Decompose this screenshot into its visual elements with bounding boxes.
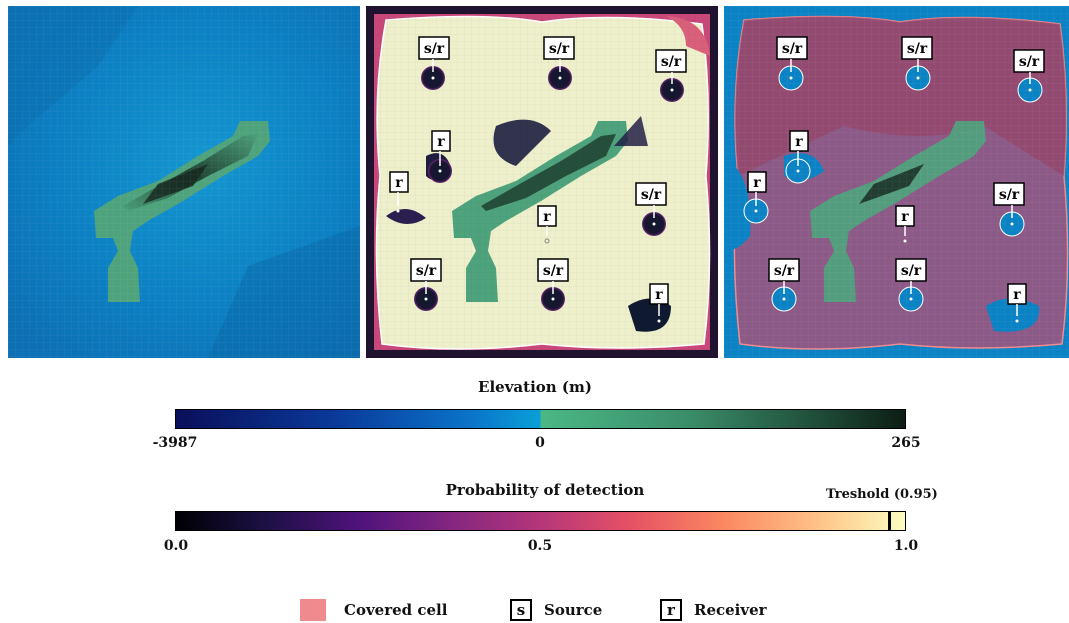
svg-text:r: r (437, 134, 445, 150)
elevation-tick-min: -3987 (152, 435, 198, 451)
source-receiver-marker: s/r (543, 36, 575, 80)
probability-tick-min: 0.0 (163, 538, 189, 554)
covered-cell-swatch (300, 599, 326, 621)
source-receiver-marker: s/r (635, 182, 667, 226)
svg-text:r: r (655, 287, 663, 303)
svg-text:r: r (901, 209, 909, 225)
source-receiver-marker: s/r (776, 36, 808, 80)
elevation-colorbar-title: Elevation (m) (478, 378, 592, 396)
probability-tick-max: 1.0 (893, 538, 919, 554)
source-symbol: s (510, 599, 532, 621)
receiver-marker: r (431, 130, 451, 173)
svg-text:r: r (395, 175, 403, 191)
source-receiver-marker: s/r (895, 258, 927, 301)
source-receiver-marker: s/r (537, 258, 569, 301)
svg-text:s/r: s/r (782, 41, 803, 57)
threshold-label: Treshold (0.95) (826, 487, 938, 502)
svg-text:s/r: s/r (1019, 54, 1040, 70)
svg-text:s/r: s/r (901, 263, 922, 279)
receiver-marker: r (389, 171, 409, 213)
svg-text:s/r: s/r (416, 263, 437, 279)
threshold-marker (888, 511, 891, 531)
svg-text:s/r: s/r (424, 41, 445, 57)
elevation-tick-max: 265 (891, 435, 921, 451)
legend-covered-cell: Covered cell (300, 599, 447, 621)
svg-text:s/r: s/r (661, 54, 682, 70)
svg-text:r: r (795, 134, 803, 150)
elevation-map-panel (8, 6, 360, 358)
svg-text:r: r (753, 175, 761, 191)
legend-receiver: r Receiver (660, 599, 767, 621)
svg-text:r: r (543, 209, 551, 225)
receiver-marker: r (895, 205, 915, 243)
source-receiver-marker: s/r (410, 258, 442, 301)
receiver-marker: r (649, 283, 669, 323)
probability-colorbar-title: Probability of detection (445, 481, 645, 499)
svg-text:s/r: s/r (774, 263, 795, 279)
source-receiver-marker: s/r (1013, 49, 1045, 92)
svg-text:s/r: s/r (549, 41, 570, 57)
source-receiver-marker: s/r (993, 182, 1025, 226)
receiver-marker: r (1007, 283, 1027, 323)
source-receiver-marker: s/r (901, 36, 933, 80)
covered-cells-panel: s/r s/r s/r r (724, 6, 1069, 358)
receiver-symbol: r (660, 599, 682, 621)
source-receiver-marker: s/r (655, 49, 687, 92)
svg-text:s/r: s/r (907, 41, 928, 57)
elevation-colorbar (175, 409, 906, 429)
probability-colorbar (175, 511, 906, 531)
receiver-marker: r (537, 205, 557, 244)
detection-probability-panel: s/r s/r s/r r (366, 6, 718, 358)
source-receiver-marker: s/r (768, 258, 800, 301)
source-receiver-marker: s/r (418, 36, 450, 80)
legend-source: s Source (510, 599, 602, 621)
svg-text:r: r (1013, 287, 1021, 303)
svg-text:s/r: s/r (641, 187, 662, 203)
receiver-marker: r (789, 130, 809, 173)
svg-text:s/r: s/r (999, 187, 1020, 203)
svg-text:s/r: s/r (543, 263, 564, 279)
receiver-marker: r (747, 171, 767, 213)
probability-tick-mid: 0.5 (527, 538, 553, 554)
elevation-tick-zero: 0 (535, 435, 545, 451)
